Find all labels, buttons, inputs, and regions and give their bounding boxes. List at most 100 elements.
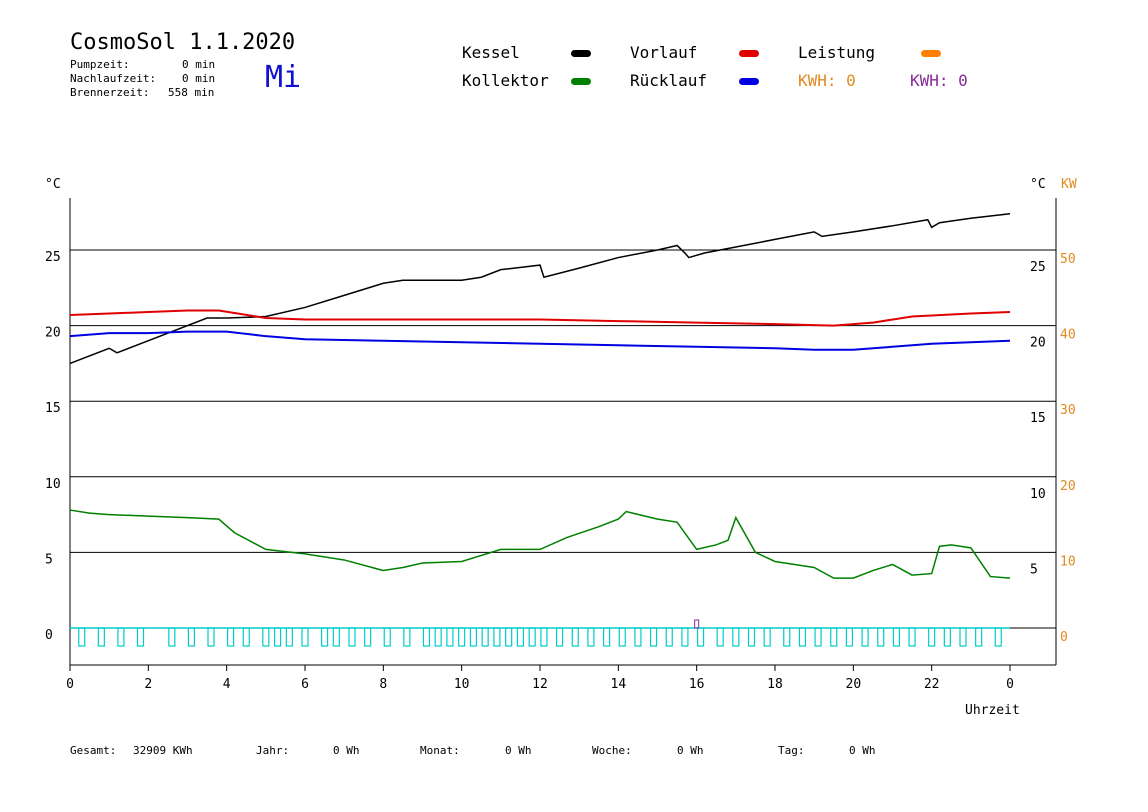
brennerzeit-value: 558 min <box>168 86 215 99</box>
burner-pulse-7 <box>226 627 235 647</box>
power-marker <box>694 619 700 629</box>
nachlaufzeit-value: 0 min <box>182 72 216 85</box>
footer-gesamt-label: Gesamt: <box>70 744 117 757</box>
burner-pulse-54 <box>943 627 951 647</box>
burner-pulse-47 <box>830 627 838 647</box>
burner-pulse-39 <box>696 627 705 647</box>
y-tick-right-25: 25 <box>1030 260 1046 275</box>
burner-pulse-15 <box>348 627 356 647</box>
burner-pulse-43 <box>763 627 771 647</box>
burner-pulse-4 <box>168 627 176 647</box>
pumpzeit-value: 0 min <box>182 58 216 71</box>
series-line-2 <box>69 330 1011 351</box>
burner-pulse-21 <box>446 627 454 647</box>
burner-pulse-12 <box>301 627 309 647</box>
burner-pulse-8 <box>242 627 250 647</box>
series-line-3 <box>69 509 1011 579</box>
burner-pulse-6 <box>207 627 215 647</box>
burner-pulse-53 <box>928 627 936 647</box>
x-tick-2: 4 <box>223 677 231 692</box>
x-tick-6: 12 <box>532 677 548 692</box>
legend-kessel-swatch <box>571 50 591 57</box>
burner-pulse-40 <box>716 627 724 647</box>
series-line-1 <box>69 309 1011 327</box>
y-tick-kw-30: 30 <box>1060 403 1076 418</box>
footer-gesamt-value: 32909 KWh <box>133 744 193 757</box>
burner-pulse-34 <box>618 627 626 647</box>
burner-pulse-26 <box>505 627 513 647</box>
burner-pulse-27 <box>516 627 525 647</box>
weekday-label: Mi <box>265 60 302 95</box>
y-tick-right-5: 5 <box>1030 562 1038 577</box>
burner-pulse-13 <box>320 627 329 647</box>
footer-monat-label: Monat: <box>420 744 460 757</box>
x-tick-12: 0 <box>1006 677 1014 692</box>
burner-pulse-30 <box>555 627 564 647</box>
footer-monat-value: 0 Wh <box>505 744 532 757</box>
burner-pulse-36 <box>649 627 658 647</box>
y-tick-kw-50: 50 <box>1060 252 1076 267</box>
burner-pulse-33 <box>602 627 611 647</box>
burner-pulse-17 <box>383 627 391 647</box>
y-tick-left-10: 10 <box>45 477 61 492</box>
legend-vorlauf-swatch <box>739 50 759 57</box>
y-axis-label-kw: KW <box>1061 177 1077 192</box>
x-tick-4: 8 <box>379 677 387 692</box>
burner-pulse-48 <box>845 627 854 647</box>
burner-pulse-19 <box>422 627 431 647</box>
burner-pulse-25 <box>493 627 501 647</box>
burner-pulse-24 <box>481 627 489 647</box>
y-tick-kw-20: 20 <box>1060 479 1076 494</box>
series-line-0 <box>69 212 1011 365</box>
burner-pulse-37 <box>665 627 673 647</box>
burner-pulse-18 <box>403 627 411 647</box>
x-tick-3: 6 <box>301 677 309 692</box>
y-axis-label-left: °C <box>45 177 61 192</box>
page-title: CosmoSol 1.1.2020 <box>70 30 296 55</box>
burner-pulse-28 <box>528 627 536 647</box>
burner-pulse-57 <box>994 627 1002 647</box>
y-tick-kw-0: 0 <box>1060 630 1068 645</box>
x-tick-11: 22 <box>924 677 940 692</box>
footer-tag-value: 0 Wh <box>849 744 876 757</box>
burner-pulse-46 <box>814 627 822 647</box>
burner-pulse-20 <box>434 627 442 647</box>
burner-pulse-45 <box>798 627 807 647</box>
y-tick-kw-40: 40 <box>1060 328 1076 343</box>
legend-leistung-label: Leistung <box>798 43 876 62</box>
burner-pulse-38 <box>681 627 689 647</box>
burner-pulse-49 <box>861 627 869 647</box>
burner-pulse-51 <box>892 627 901 647</box>
legend-kollektor-label: Kollektor <box>462 71 549 90</box>
burner-pulse-0 <box>78 627 86 647</box>
burner-pulse-50 <box>877 627 885 647</box>
burner-pulse-41 <box>732 627 740 647</box>
burner-pulse-2 <box>117 627 125 647</box>
x-tick-0: 0 <box>66 677 74 692</box>
y-tick-right-15: 15 <box>1030 411 1046 426</box>
burner-pulse-35 <box>634 627 642 647</box>
legend-ruecklauf-label: Rücklauf <box>630 71 708 90</box>
footer-woche-label: Woche: <box>592 744 632 757</box>
burner-pulse-23 <box>469 627 478 647</box>
brennerzeit-label: Brennerzeit: <box>70 86 150 99</box>
burner-pulse-14 <box>332 627 340 647</box>
burner-pulse-3 <box>136 627 145 647</box>
burner-pulse-29 <box>540 627 548 647</box>
burner-pulse-5 <box>187 627 196 647</box>
nachlaufzeit-label: Nachlaufzeit: <box>70 72 157 85</box>
x-tick-7: 14 <box>611 677 627 692</box>
x-tick-5: 10 <box>454 677 470 692</box>
x-axis-label: Uhrzeit <box>965 703 1020 718</box>
x-tick-10: 20 <box>846 677 862 692</box>
y-axis-label-right: °C <box>1030 177 1046 192</box>
burner-pulse-11 <box>285 627 293 647</box>
burner-pulse-52 <box>908 627 916 647</box>
kwh-value-2: KWH: 0 <box>910 71 968 90</box>
footer-tag-label: Tag: <box>778 744 805 757</box>
y-tick-kw-10: 10 <box>1060 554 1076 569</box>
y-tick-right-20: 20 <box>1030 336 1046 351</box>
x-tick-9: 18 <box>767 677 783 692</box>
legend-vorlauf-label: Vorlauf <box>630 43 698 62</box>
